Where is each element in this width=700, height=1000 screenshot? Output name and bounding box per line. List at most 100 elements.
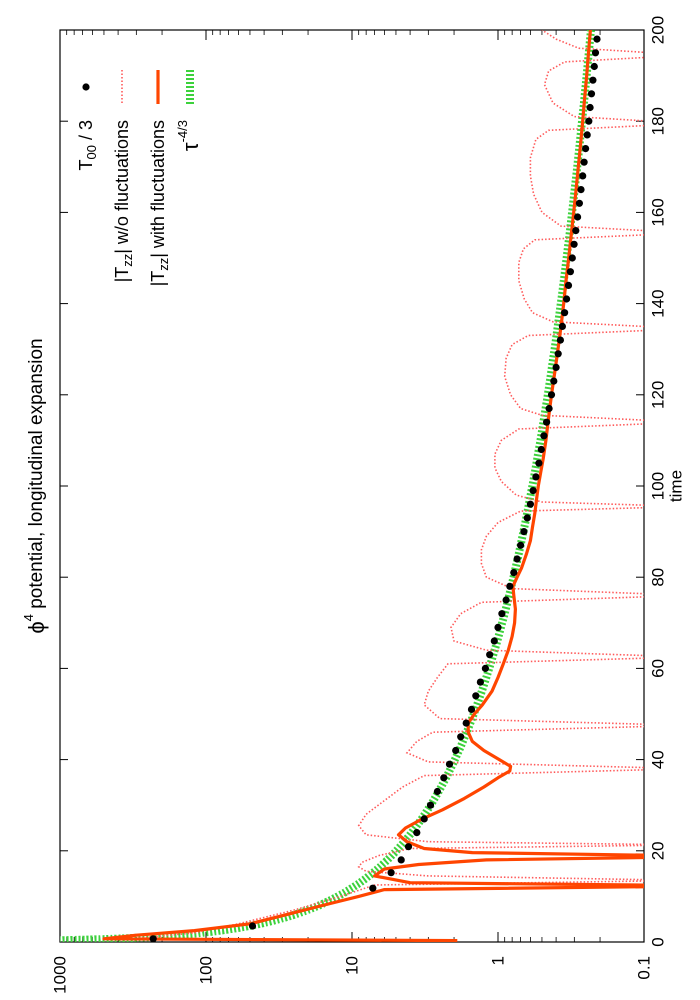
- chart-title: ϕ4 potential, longitudinal expansion: [21, 338, 49, 633]
- legend-entry: |Tzz| with fluctuations: [148, 70, 171, 286]
- series-tau-line: [60, 30, 595, 942]
- series-t00-point: [556, 336, 565, 344]
- series-t00-point: [440, 774, 448, 782]
- series-t00-point: [387, 869, 395, 877]
- series-t00-point: [457, 733, 465, 741]
- series-t00-point: [462, 719, 470, 727]
- series-t00-point: [490, 637, 498, 645]
- y-tick-label: 100: [197, 956, 216, 984]
- x-tick-label: 180: [649, 107, 668, 135]
- series-t00-point: [433, 787, 441, 796]
- series-t00-point: [568, 254, 576, 262]
- series-t00-point: [537, 445, 545, 454]
- legend-entry: |Tzz| w/o fluctuations: [112, 70, 135, 282]
- series-t00-point: [579, 172, 587, 180]
- series-t00-point: [550, 377, 558, 385]
- legend-label-tail: | with fluctuations: [148, 120, 168, 258]
- series-t00-point: [526, 500, 535, 508]
- legend-label-sub: zz: [120, 254, 135, 267]
- series-t00-point: [420, 815, 428, 823]
- legend-entry: T00 / 3: [76, 83, 99, 170]
- series-t00-point: [248, 922, 257, 930]
- legend-label-main: |T: [112, 267, 132, 283]
- series-t00-point: [589, 76, 597, 84]
- labels-layer: ϕ4 potential, longitudinal expansion time: [21, 338, 686, 633]
- series-t00-point: [582, 145, 590, 153]
- legend-label-main: τ: [178, 142, 203, 151]
- y-tick-label: 1000: [51, 956, 70, 994]
- series-t00-point: [572, 227, 580, 235]
- series-t00-point: [574, 213, 582, 221]
- series-t00-point: [397, 856, 405, 864]
- series-t00-point: [502, 596, 510, 604]
- x-tick-label: 100: [649, 472, 668, 500]
- series-t00-point: [554, 350, 562, 358]
- series-clip: [60, 30, 644, 942]
- series-t00-point: [587, 90, 596, 98]
- ticks: 0 20 40 60 80 100 120 140 160 180 200 0.1 1 10 100 1000: [51, 16, 668, 994]
- x-tick-label: 120: [649, 381, 668, 409]
- series-t00-point: [566, 268, 575, 276]
- series-t00-point: [486, 651, 494, 659]
- x-tick-label: 20: [649, 841, 668, 860]
- series-t00-point: [545, 404, 553, 413]
- y-tick-label: 1: [489, 956, 508, 965]
- series-tzz-wo-line: [121, 30, 644, 941]
- series-t00-point: [445, 760, 454, 768]
- title-text: potential, longitudinal expansion: [26, 338, 47, 614]
- series-t00-point: [513, 555, 521, 563]
- series-t00-point: [529, 487, 537, 495]
- series-t00-point: [575, 199, 584, 207]
- series-t00-point: [426, 801, 435, 809]
- series-t00-point: [535, 459, 543, 467]
- series-t00-point: [494, 623, 502, 632]
- series-t00-point: [561, 309, 569, 317]
- series-t00-point: [476, 678, 484, 686]
- series-t00-point: [532, 473, 540, 481]
- series-t00-point: [591, 49, 600, 57]
- legend-label-sub: 00: [84, 145, 99, 159]
- series-t00-point: [570, 240, 578, 248]
- x-axis-label: time: [667, 470, 686, 502]
- series-t00-point: [369, 884, 377, 892]
- series-layer: [60, 30, 644, 942]
- series-t00-point: [585, 117, 593, 125]
- series-t00-point: [498, 610, 506, 618]
- series-t00-point: [506, 582, 514, 590]
- legend-label: |Tzz| with fluctuations: [148, 120, 171, 286]
- x-tick-label: 140: [649, 289, 668, 317]
- series-t00-point: [580, 158, 588, 166]
- series-tzz-with-line: [102, 30, 644, 942]
- series-t00-point: [481, 664, 489, 673]
- y-tick-label: 10: [343, 956, 362, 975]
- legend-entry: τ-4/3: [175, 70, 203, 151]
- x-tick-label: 60: [649, 659, 668, 678]
- y-tick-label: 0.1: [635, 956, 654, 980]
- title-exponent: 4: [21, 614, 36, 621]
- series-t00-point: [467, 705, 476, 714]
- legend-marker: [82, 83, 90, 91]
- series-t00-point: [590, 62, 598, 71]
- x-tick-label: 80: [649, 568, 668, 587]
- legend-label-sub: zz: [156, 258, 171, 271]
- legend-label: |Tzz| w/o fluctuations: [112, 120, 135, 282]
- legend-label-tail: | w/o fluctuations: [112, 120, 132, 254]
- series-t00-point: [583, 131, 591, 139]
- series-t00-point: [540, 432, 548, 440]
- title-symbol: ϕ: [24, 621, 49, 633]
- x-tick-label: 160: [649, 198, 668, 226]
- series-t00-point: [452, 746, 460, 755]
- series-t00-point: [510, 569, 518, 577]
- series-t00-point: [543, 418, 551, 426]
- series-t00-point: [558, 322, 567, 330]
- series-t00-point: [593, 35, 601, 43]
- series-t00-point: [564, 281, 573, 289]
- legend-label-main: T: [76, 159, 96, 170]
- series-t00-point: [577, 186, 585, 194]
- series-t00-point: [552, 363, 560, 371]
- series-t00-point: [517, 541, 525, 549]
- legend-label: τ-4/3: [175, 120, 203, 151]
- series-t00-point: [404, 843, 413, 851]
- series-t00-point: [563, 295, 571, 303]
